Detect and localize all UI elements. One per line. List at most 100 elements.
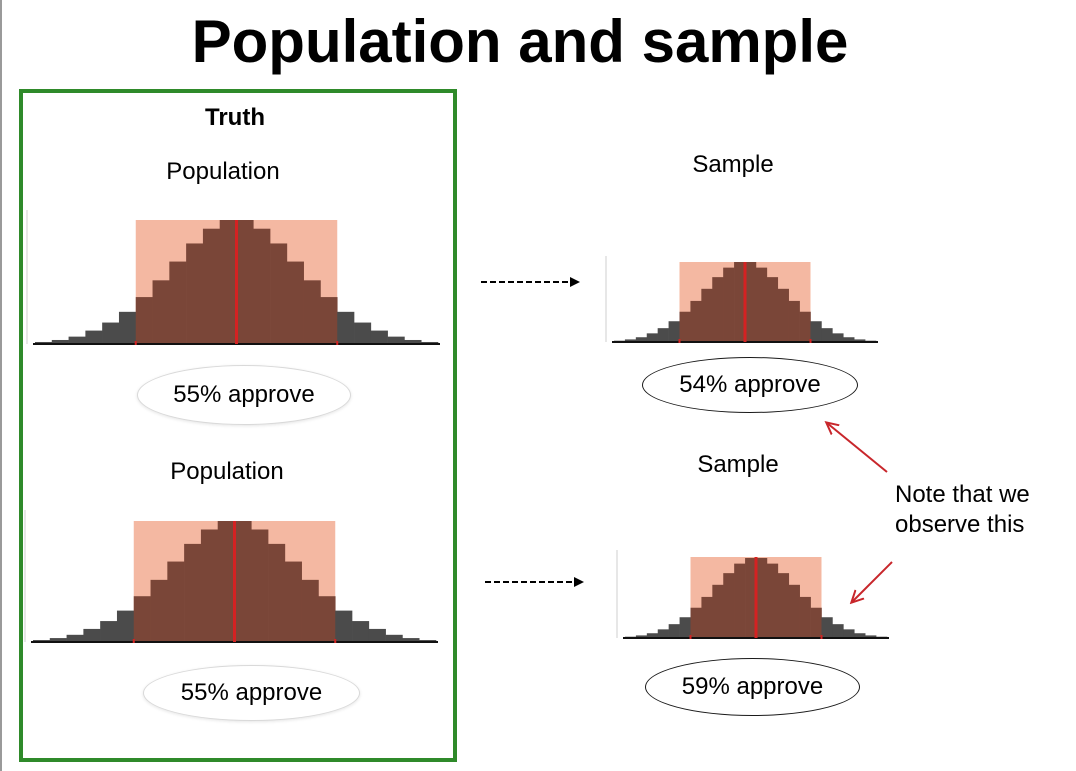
histogram-bar [799,311,811,342]
histogram-bar [118,311,137,344]
note-arrow-2 [852,561,893,602]
sample-approve-ellipse-2: 59% approve [645,658,860,716]
histogram-bar [35,341,53,344]
histogram-bar [668,624,680,638]
histogram-bar [635,337,648,342]
histogram-bar [404,339,422,344]
histogram-bar [100,621,118,642]
sample-approve-ellipse-1: 54% approve [642,357,858,413]
sample-approve-text-2: 59% approve [681,673,824,700]
histogram-bar [169,261,187,344]
histogram-bar [402,638,420,642]
histogram-bar [810,607,822,638]
histogram-bar [83,628,101,642]
histogram-bar [723,267,735,342]
histogram-bar [821,617,833,638]
population-approve-text-2: 55% approve [180,679,323,706]
histogram-bar [701,596,713,638]
histogram-bar [184,543,202,642]
histogram-bar [320,297,338,344]
sample-approve-text-1: 54% approve [679,371,821,398]
histogram-bar [810,321,822,342]
histogram-bar [734,262,746,342]
histogram-bar [268,543,286,642]
histogram-bar [253,228,271,344]
population-approve-ellipse-2: 55% approve [143,665,360,721]
histogram-bar [865,635,877,638]
sample-histogram-2 [616,550,889,639]
sample-histogram-1 [605,256,878,343]
histogram-bar [85,330,103,344]
histogram-bar [843,337,855,342]
population-label-1: Population [166,158,280,185]
histogram-bar [152,280,170,344]
truth-box [19,89,457,762]
histogram-bar [690,607,702,638]
note-line-1: Note that we [895,481,1030,508]
population-approve-ellipse-1: 55% approve [137,365,351,425]
histogram-bar [66,634,84,642]
histogram-bar [200,529,219,642]
histogram-bar [646,633,659,638]
histogram-bar [286,261,304,344]
histogram-bar [843,629,855,638]
histogram-bar [270,243,288,344]
histogram-bar [821,328,833,342]
histogram-bar [668,321,680,342]
histogram-bar [49,638,67,642]
note-line-2: observe this [895,511,1025,538]
histogram-bar [832,624,844,638]
histogram-bar [116,610,135,642]
histogram-bar [236,220,254,344]
histogram-bar [217,521,235,642]
histogram-bar [788,300,800,342]
histogram-bar [68,336,86,344]
histogram-bar [385,634,403,642]
histogram-bar [755,267,768,342]
histogram-bar [690,300,702,342]
population-histogram-2 [24,510,438,643]
histogram-bar [854,339,866,342]
histogram-bar [219,220,237,344]
histogram-bar [421,341,439,344]
histogram-bar [734,563,746,638]
population-approve-text-1: 55% approve [173,381,315,408]
histogram-bar [712,584,724,638]
histogram-bar [777,573,790,638]
histogram-bar [234,521,252,642]
histogram-bar [150,579,168,642]
histogram-bar [352,621,370,642]
histogram-bar [832,333,844,342]
histogram-bar [624,339,637,342]
histogram-bar [799,596,811,638]
truth-label: Truth [205,104,265,131]
histogram-bar [766,277,779,342]
histogram-bar [679,311,691,342]
histogram-bar [284,561,302,642]
histogram-bar [368,628,386,642]
slide-title: Population and sample [191,8,849,75]
histogram-bar [370,330,388,344]
histogram-bar [318,596,336,642]
histogram-bar [657,328,669,342]
population-histogram-1 [26,210,440,345]
histogram-bar [51,339,69,344]
histogram-bar [337,311,355,344]
sample-label-1: Sample [692,151,774,178]
histogram-bar [777,288,789,342]
note-arrow-1 [827,423,888,473]
histogram-bar [679,617,691,638]
histogram-bar [354,322,372,344]
histogram-bar [251,529,269,642]
histogram-bar [186,243,204,344]
histogram-bar [135,297,153,344]
histogram-bar [756,558,768,638]
histogram-bar [387,336,405,344]
histogram-bar [701,288,713,342]
histogram-bar [657,629,669,638]
slide-left-edge [0,0,2,771]
histogram-bar [303,280,321,344]
observation-note: Note that we observe this [895,480,1070,540]
histogram-bar [102,322,120,344]
